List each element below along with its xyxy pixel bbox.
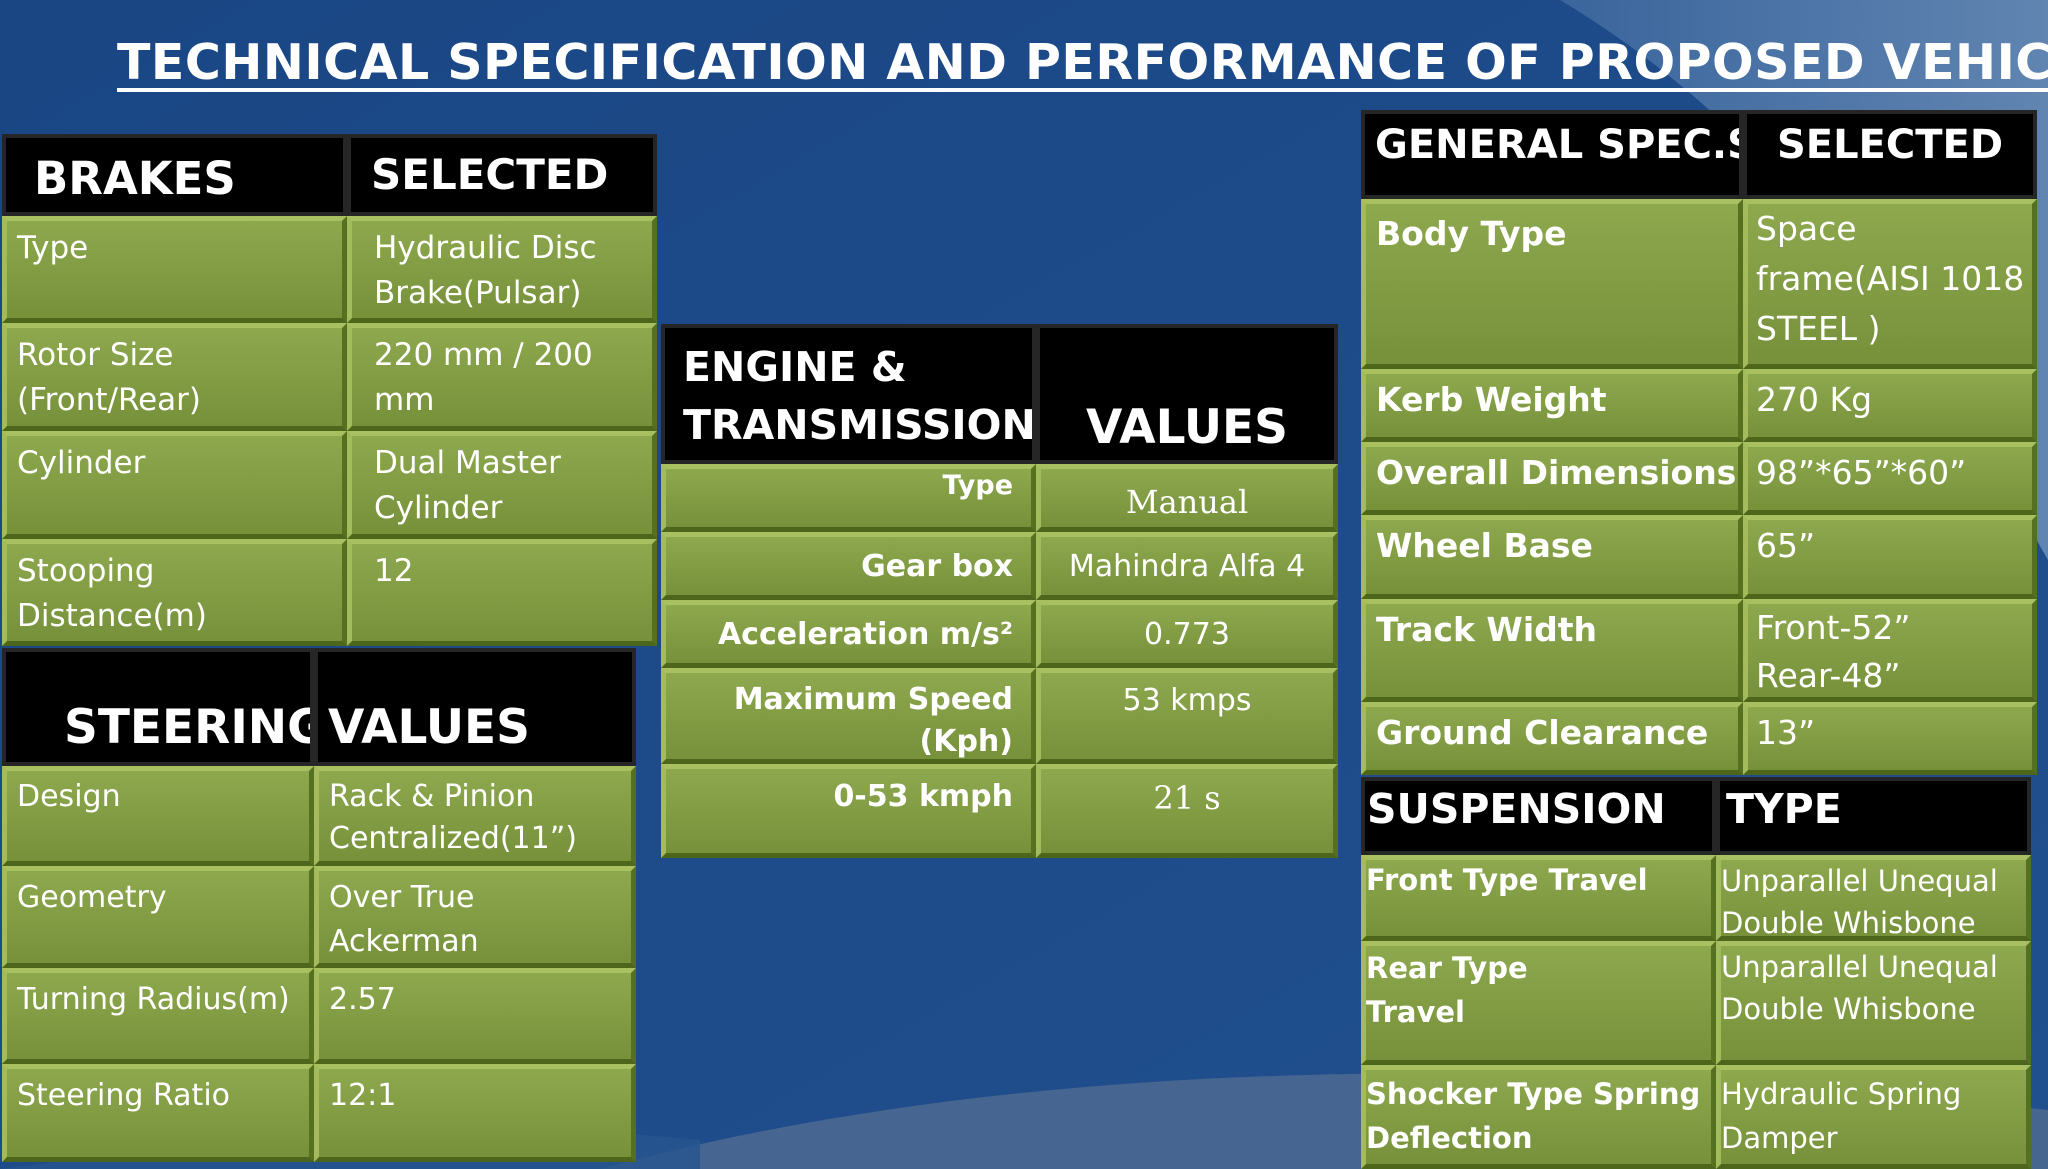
steering-row-value: 12:1 — [314, 1064, 636, 1162]
general-row-value: Space frame(AISI 1018 STEEL ) — [1743, 199, 2037, 369]
table-row: Front Type Travel Unparallel Unequal Dou… — [1361, 855, 2031, 941]
steering-table: STEERING VALUES Design Rack & Pinion Cen… — [2, 648, 636, 1162]
suspension-header-label: SUSPENSION — [1361, 777, 1716, 855]
engine-transmission-table: ENGINE & TRANSMISSION VALUES Type Manual… — [661, 324, 1338, 858]
table-row: Body Type Space frame(AISI 1018 STEEL ) — [1361, 199, 2037, 369]
table-row: Wheel Base 65” — [1361, 515, 2037, 599]
general-row-value: 98”*65”*60” — [1743, 442, 2037, 515]
table-row: Geometry Over True Ackerman — [2, 866, 636, 968]
table-row: Ground Clearance 13” — [1361, 702, 2037, 775]
table-row: Kerb Weight 270 Kg — [1361, 369, 2037, 442]
general-row-label: Overall Dimensions — [1361, 442, 1743, 515]
general-row-value: 65” — [1743, 515, 2037, 599]
suspension-header-type: TYPE — [1716, 777, 2031, 855]
engine-row-value: 21 s — [1036, 764, 1338, 858]
suspension-table: SUSPENSION TYPE Front Type Travel Unpara… — [1361, 777, 2031, 1169]
general-header-row: GENERAL SPEC.S SELECTED — [1361, 110, 2037, 199]
brakes-table: BRAKES SELECTED Type Hydraulic Disc Brak… — [2, 134, 657, 646]
engine-header-label: ENGINE & TRANSMISSION — [661, 324, 1036, 464]
table-row: Maximum Speed (Kph) 53 kmps — [661, 668, 1338, 764]
table-row: Type Manual — [661, 464, 1338, 532]
table-row: Acceleration m/s² 0.773 — [661, 600, 1338, 668]
general-row-label: Wheel Base — [1361, 515, 1743, 599]
general-row-label: Ground Clearance — [1361, 702, 1743, 775]
suspension-row-label: Front Type Travel — [1361, 855, 1716, 941]
steering-row-label: Turning Radius(m) — [2, 968, 314, 1064]
table-row: Design Rack & Pinion Centralized(11”) — [2, 766, 636, 866]
engine-row-value: 53 kmps — [1036, 668, 1338, 764]
engine-row-label: Acceleration m/s² — [661, 600, 1036, 668]
steering-row-value: Over True Ackerman — [314, 866, 636, 968]
steering-row-value: Rack & Pinion Centralized(11”) — [314, 766, 636, 866]
brakes-row-value: Dual Master Cylinder — [347, 431, 657, 539]
table-row: Cylinder Dual Master Cylinder — [2, 431, 657, 539]
steering-row-value: 2.57 — [314, 968, 636, 1064]
table-row: Shocker Type Spring Deflection Hydraulic… — [1361, 1065, 2031, 1169]
general-row-label: Body Type — [1361, 199, 1743, 369]
steering-header-label: STEERING — [2, 648, 314, 766]
brakes-header-row: BRAKES SELECTED — [2, 134, 657, 216]
engine-row-value: 0.773 — [1036, 600, 1338, 668]
general-row-value: 270 Kg — [1743, 369, 2037, 442]
general-row-label: Track Width — [1361, 599, 1743, 702]
brakes-row-label: Cylinder — [2, 431, 347, 539]
table-row: Stooping Distance(m) 12 — [2, 539, 657, 646]
brakes-row-label: Type — [2, 216, 347, 323]
suspension-row-label: Rear Type Travel — [1361, 941, 1716, 1065]
engine-header-values: VALUES — [1036, 324, 1338, 464]
engine-row-label: 0-53 kmph — [661, 764, 1036, 858]
engine-row-value: Mahindra Alfa 4 — [1036, 532, 1338, 600]
table-row: Overall Dimensions 98”*65”*60” — [1361, 442, 2037, 515]
general-header-selected: SELECTED — [1743, 110, 2037, 199]
table-row: Track Width Front-52” Rear-48” — [1361, 599, 2037, 702]
steering-row-label: Geometry — [2, 866, 314, 968]
brakes-row-label: Rotor Size (Front/Rear) — [2, 323, 347, 431]
general-header-label: GENERAL SPEC.S — [1361, 110, 1743, 199]
brakes-row-label: Stooping Distance(m) — [2, 539, 347, 646]
table-row: Rotor Size (Front/Rear) 220 mm / 200 mm — [2, 323, 657, 431]
general-row-value: Front-52” Rear-48” — [1743, 599, 2037, 702]
brakes-header-selected: SELECTED — [347, 134, 657, 216]
table-row: Steering Ratio 12:1 — [2, 1064, 636, 1162]
suspension-header-row: SUSPENSION TYPE — [1361, 777, 2031, 855]
brakes-row-value: 12 — [347, 539, 657, 646]
general-spec-table: GENERAL SPEC.S SELECTED Body Type Space … — [1361, 110, 2037, 775]
steering-header-row: STEERING VALUES — [2, 648, 636, 766]
general-row-value: 13” — [1743, 702, 2037, 775]
suspension-row-value: Hydraulic Spring Damper — [1716, 1065, 2031, 1169]
table-row: Gear box Mahindra Alfa 4 — [661, 532, 1338, 600]
steering-header-values: VALUES — [314, 648, 636, 766]
steering-row-label: Design — [2, 766, 314, 866]
general-row-label: Kerb Weight — [1361, 369, 1743, 442]
table-row: Type Hydraulic Disc Brake(Pulsar) — [2, 216, 657, 323]
engine-row-label: Type — [661, 464, 1036, 532]
engine-row-label: Gear box — [661, 532, 1036, 600]
slide-title: TECHNICAL SPECIFICATION AND PERFORMANCE … — [117, 34, 2048, 91]
brakes-row-value: Hydraulic Disc Brake(Pulsar) — [347, 216, 657, 323]
engine-header-row: ENGINE & TRANSMISSION VALUES — [661, 324, 1338, 464]
table-row: 0-53 kmph 21 s — [661, 764, 1338, 858]
suspension-row-value: Unparallel Unequal Double Whisbone — [1716, 855, 2031, 941]
suspension-row-value: Unparallel Unequal Double Whisbone — [1716, 941, 2031, 1065]
table-row: Rear Type Travel Unparallel Unequal Doub… — [1361, 941, 2031, 1065]
brakes-header-label: BRAKES — [2, 134, 347, 216]
engine-row-label: Maximum Speed (Kph) — [661, 668, 1036, 764]
suspension-row-label: Shocker Type Spring Deflection — [1361, 1065, 1716, 1169]
engine-row-value: Manual — [1036, 464, 1338, 532]
table-row: Turning Radius(m) 2.57 — [2, 968, 636, 1064]
steering-row-label: Steering Ratio — [2, 1064, 314, 1162]
brakes-row-value: 220 mm / 200 mm — [347, 323, 657, 431]
